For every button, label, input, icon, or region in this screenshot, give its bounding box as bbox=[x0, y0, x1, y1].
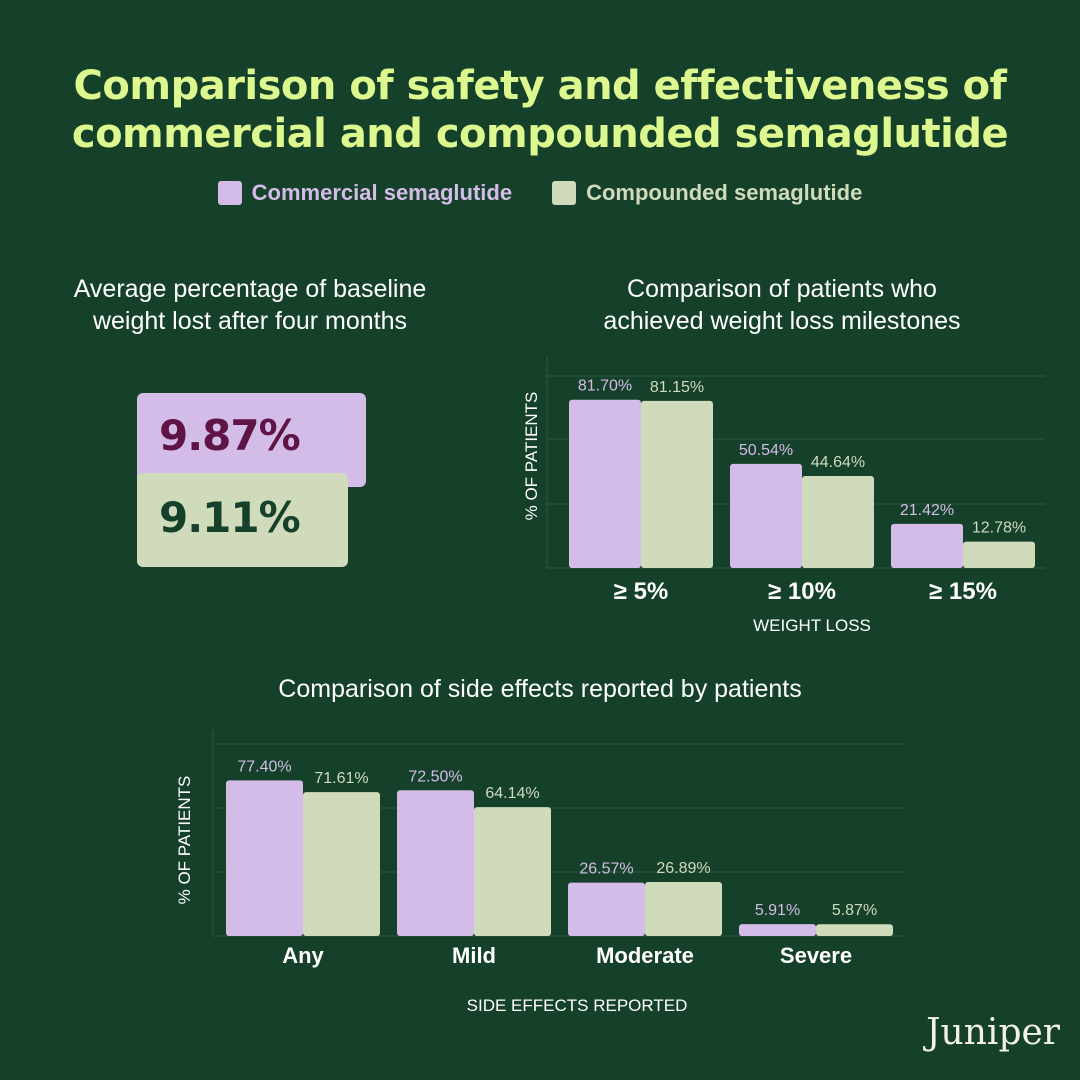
data-label-commercial: 21.42% bbox=[900, 502, 954, 519]
milestones-heading: Comparison of patients who achieved weig… bbox=[532, 273, 1032, 337]
data-label-commercial: 81.70% bbox=[578, 378, 632, 395]
avg-card-compounded: 9.11% bbox=[137, 473, 348, 567]
data-label-commercial: 5.91% bbox=[755, 902, 800, 919]
avg-card-commercial: 9.87% bbox=[137, 393, 366, 487]
bar-commercial bbox=[891, 523, 963, 568]
legend-swatch-compounded bbox=[552, 181, 577, 205]
data-label-commercial: 77.40% bbox=[237, 758, 291, 775]
category-label: Mild bbox=[452, 943, 496, 968]
bar-compounded bbox=[963, 541, 1035, 568]
y-axis-label: % OF PATIENTS bbox=[175, 776, 194, 905]
avg-heading-line-1: Average percentage of baseline bbox=[73, 275, 427, 303]
bar-compounded bbox=[816, 924, 893, 936]
side-effects-heading: Comparison of side effects reported by p… bbox=[278, 675, 802, 703]
bar-commercial bbox=[739, 924, 816, 936]
bar-commercial bbox=[730, 463, 802, 568]
legend-label-compounded: Compounded semaglutide bbox=[586, 180, 863, 205]
category-label: ≥ 15% bbox=[929, 578, 997, 605]
category-label: Moderate bbox=[596, 943, 694, 968]
category-label: ≥ 5% bbox=[614, 578, 669, 605]
data-label-commercial: 72.50% bbox=[408, 768, 462, 785]
avg-heading: Average percentage of baseline weight lo… bbox=[30, 273, 470, 337]
milestones-heading-line-1: Comparison of patients who bbox=[627, 275, 937, 303]
bar-compounded bbox=[303, 792, 380, 936]
milestones-heading-line-2: achieved weight loss milestones bbox=[603, 307, 961, 335]
page-title: Comparison of safety and effectiveness o… bbox=[0, 62, 1080, 158]
category-label: Any bbox=[282, 943, 324, 968]
data-label-commercial: 50.54% bbox=[739, 442, 793, 459]
legend-swatch-commercial bbox=[217, 181, 242, 205]
bar-commercial bbox=[226, 780, 303, 936]
avg-value-commercial: 9.87% bbox=[159, 411, 301, 460]
bar-compounded bbox=[802, 476, 874, 568]
data-label-compounded: 5.87% bbox=[832, 902, 877, 919]
brand-logo: Juniper bbox=[926, 1012, 1060, 1053]
data-label-compounded: 81.15% bbox=[650, 379, 704, 396]
x-axis-label: SIDE EFFECTS REPORTED bbox=[467, 996, 688, 1015]
bar-compounded bbox=[641, 400, 713, 568]
avg-value-compounded: 9.11% bbox=[159, 493, 301, 542]
legend-item-commercial: Commercial semaglutide bbox=[217, 180, 513, 206]
data-label-compounded: 26.89% bbox=[656, 860, 710, 877]
data-label-compounded: 64.14% bbox=[485, 785, 539, 802]
data-label-compounded: 44.64% bbox=[811, 454, 865, 471]
data-label-compounded: 12.78% bbox=[972, 520, 1026, 537]
category-label: ≥ 10% bbox=[768, 578, 836, 605]
bar-compounded bbox=[645, 881, 722, 936]
legend-item-compounded: Compounded semaglutide bbox=[552, 180, 862, 206]
avg-heading-line-2: weight lost after four months bbox=[92, 307, 408, 335]
bar-commercial bbox=[569, 399, 641, 568]
bar-commercial bbox=[397, 790, 474, 936]
y-axis-label: % OF PATIENTS bbox=[522, 392, 541, 521]
title-line-1: Comparison of safety and effectiveness o… bbox=[73, 63, 1007, 109]
bar-commercial bbox=[568, 882, 645, 936]
data-label-compounded: 71.61% bbox=[314, 770, 368, 787]
legend-label-commercial: Commercial semaglutide bbox=[251, 180, 513, 205]
category-label: Severe bbox=[780, 943, 852, 968]
bar-compounded bbox=[474, 807, 551, 936]
legend: Commercial semaglutide Compounded semagl… bbox=[0, 180, 1080, 206]
x-axis-label: WEIGHT LOSS bbox=[753, 616, 871, 635]
title-line-2: commercial and compounded semaglutide bbox=[71, 111, 1009, 157]
data-label-commercial: 26.57% bbox=[579, 861, 633, 878]
